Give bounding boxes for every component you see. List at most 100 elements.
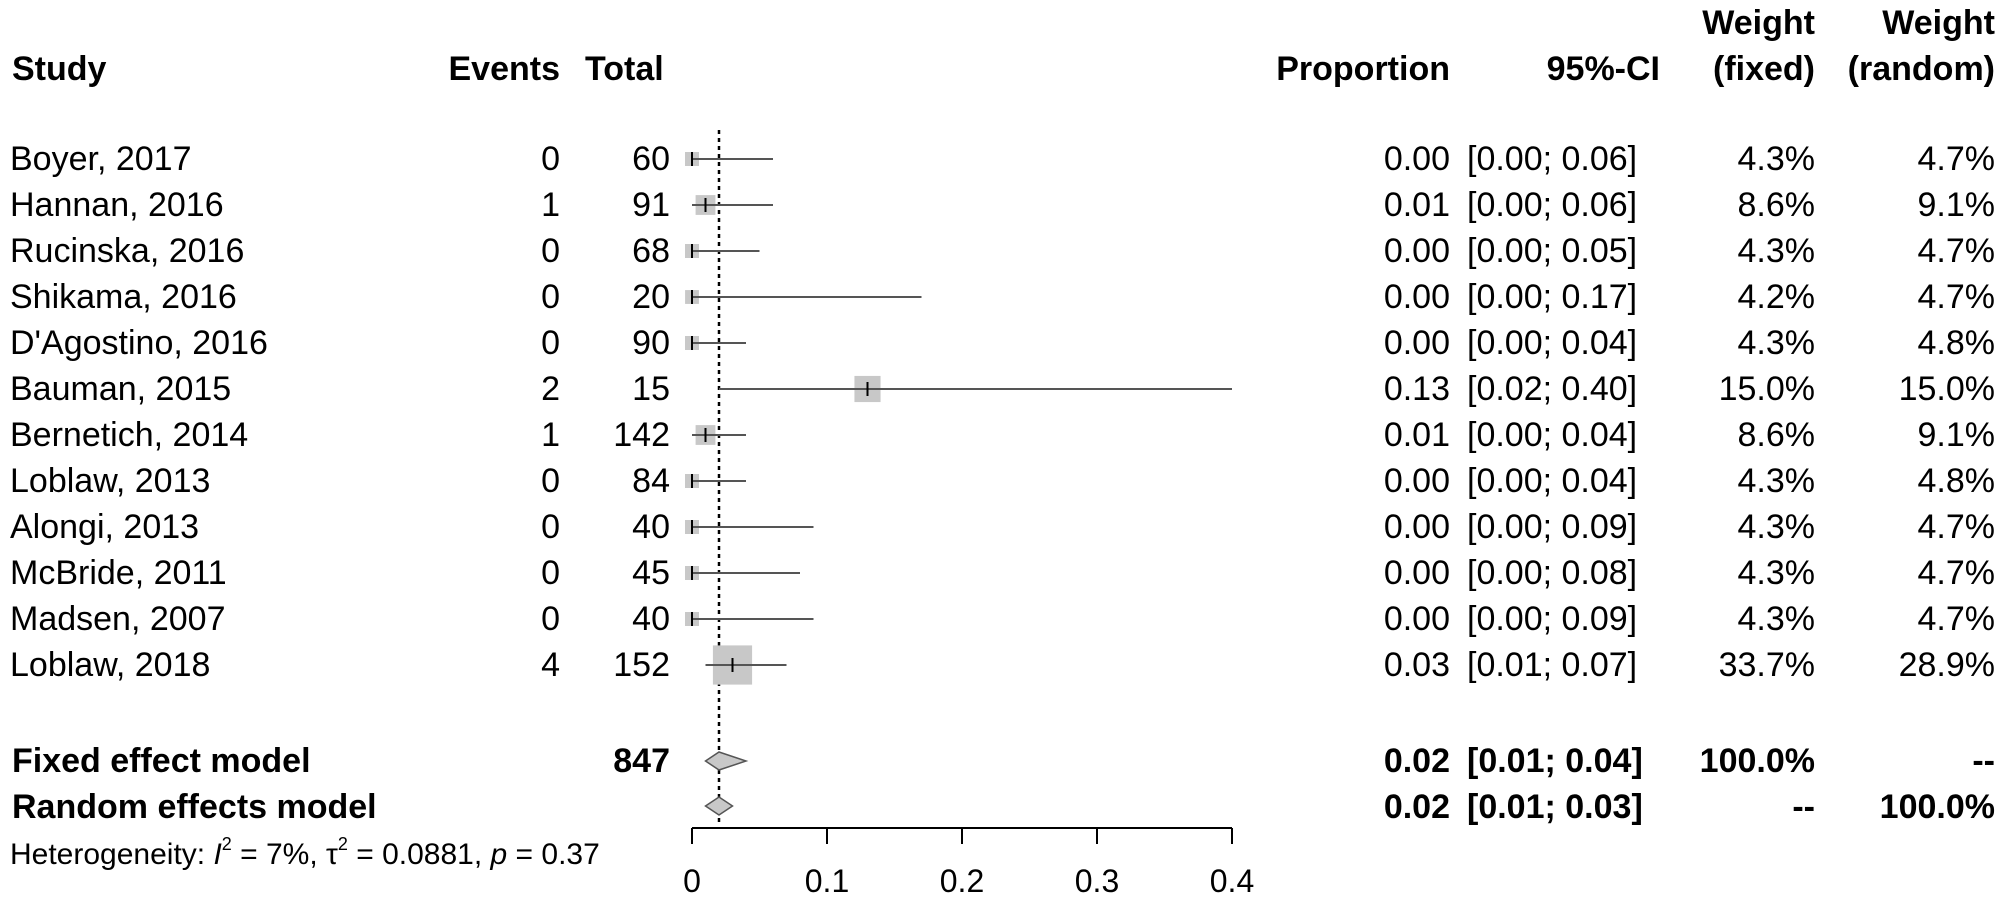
study-proportion: 0.00 [1383, 508, 1450, 546]
heterogeneity-prefix: Heterogeneity: [10, 838, 214, 871]
fixed-model-weight-fixed: 100.0% [1699, 742, 1815, 780]
study-weight-fixed: 4.3% [1737, 508, 1816, 546]
study-name: Rucinska, 2016 [10, 232, 245, 270]
study-ci: [0.01; 0.07] [1467, 646, 1638, 684]
x-axis-tick-label: 0 [683, 863, 701, 899]
study-name: Bernetich, 2014 [10, 416, 249, 454]
random-model-diamond [704, 796, 734, 816]
random-model-label: Random effects model [12, 788, 377, 826]
fixed-model-proportion: 0.02 [1383, 742, 1450, 780]
study-weight-random: 4.7% [1917, 140, 1996, 178]
study-weight-random: 4.7% [1917, 600, 1996, 638]
study-ci: [0.00; 0.17] [1467, 278, 1638, 316]
study-weight-fixed: 8.6% [1737, 416, 1816, 454]
i2-value: = 7%, [231, 838, 327, 871]
tau-value: = 0.0881, [347, 838, 491, 871]
study-ci: [0.00; 0.06] [1467, 140, 1638, 178]
header-weight-random-line2: (random) [1847, 50, 1995, 88]
study-proportion: 0.00 [1383, 140, 1450, 178]
study-events: 0 [541, 324, 560, 362]
random-model-ci: [0.01; 0.03] [1467, 788, 1643, 826]
header-proportion: Proportion [1276, 50, 1450, 88]
study-total: 15 [632, 370, 670, 408]
study-ci: [0.00; 0.08] [1467, 554, 1638, 592]
study-events: 0 [541, 278, 560, 316]
header-events: Events [448, 50, 561, 88]
study-events: 0 [541, 462, 560, 500]
study-events: 0 [541, 554, 560, 592]
study-weight-fixed: 4.3% [1737, 554, 1816, 592]
study-total: 40 [632, 600, 670, 638]
random-model-proportion: 0.02 [1383, 788, 1450, 826]
fixed-model-weight-random: -- [1972, 742, 1995, 780]
x-axis-tick-label: 0.3 [1075, 863, 1119, 899]
study-proportion: 0.00 [1383, 462, 1450, 500]
study-weight-random: 4.7% [1917, 508, 1996, 546]
study-name: Loblaw, 2018 [10, 646, 211, 684]
random-model-weight-fixed: -- [1792, 788, 1815, 826]
study-total: 20 [632, 278, 670, 316]
study-total: 152 [613, 646, 670, 684]
study-ci: [0.00; 0.04] [1467, 416, 1638, 454]
tau-superscript: 2 [337, 834, 348, 854]
study-weight-fixed: 4.2% [1737, 278, 1816, 316]
study-total: 60 [632, 140, 670, 178]
study-ci: [0.00; 0.09] [1467, 600, 1638, 638]
i2-superscript: 2 [221, 834, 232, 854]
study-proportion: 0.00 [1383, 324, 1450, 362]
study-name: Loblaw, 2013 [10, 462, 211, 500]
study-events: 2 [541, 370, 560, 408]
header-ci: 95%-CI [1546, 50, 1660, 88]
study-events: 0 [541, 508, 560, 546]
study-weight-fixed: 4.3% [1737, 140, 1816, 178]
x-axis-tick-label: 0.2 [940, 863, 984, 899]
study-total: 40 [632, 508, 670, 546]
header-total: Total [585, 50, 664, 88]
study-events: 1 [541, 416, 560, 454]
study-total: 84 [632, 462, 670, 500]
study-total: 68 [632, 232, 670, 270]
study-ci: [0.00; 0.06] [1467, 186, 1638, 224]
study-events: 0 [541, 232, 560, 270]
header-weight-fixed-line1: Weight [1702, 4, 1815, 42]
study-proportion: 0.00 [1383, 554, 1450, 592]
study-ci: [0.00; 0.05] [1467, 232, 1638, 270]
study-name: Shikama, 2016 [10, 278, 237, 316]
study-weight-random: 4.7% [1917, 554, 1996, 592]
study-proportion: 0.01 [1383, 186, 1450, 224]
study-proportion: 0.03 [1383, 646, 1450, 684]
study-proportion: 0.13 [1383, 370, 1450, 408]
study-events: 0 [541, 140, 560, 178]
study-ci: [0.00; 0.04] [1467, 462, 1638, 500]
study-weight-fixed: 4.3% [1737, 462, 1816, 500]
header-weight-random-line1: Weight [1882, 4, 1995, 42]
heterogeneity-text: Heterogeneity: I2 = 7%, τ2 = 0.0881, p =… [10, 835, 600, 871]
tau-symbol: τ [326, 838, 338, 871]
study-name: McBride, 2011 [10, 554, 227, 592]
study-weight-random: 4.7% [1917, 278, 1996, 316]
fixed-model-diamond [704, 751, 749, 771]
study-events: 0 [541, 600, 560, 638]
study-weight-fixed: 4.3% [1737, 232, 1816, 270]
study-weight-random: 4.8% [1917, 462, 1996, 500]
fixed-model-total: 847 [613, 742, 670, 780]
header-weight-fixed-line2: (fixed) [1713, 50, 1815, 88]
study-weight-fixed: 4.3% [1737, 600, 1816, 638]
study-ci: [0.02; 0.40] [1467, 370, 1638, 408]
study-name: Alongi, 2013 [10, 508, 200, 546]
header-study: Study [12, 50, 107, 88]
fixed-model-ci: [0.01; 0.04] [1467, 742, 1643, 780]
study-total: 45 [632, 554, 670, 592]
study-weight-random: 4.8% [1917, 324, 1996, 362]
study-ci: [0.00; 0.09] [1467, 508, 1638, 546]
study-weight-random: 28.9% [1898, 646, 1995, 684]
study-proportion: 0.01 [1383, 416, 1450, 454]
study-weight-fixed: 33.7% [1718, 646, 1815, 684]
x-axis-tick-label: 0.4 [1210, 863, 1254, 899]
study-name: Madsen, 2007 [10, 600, 226, 638]
study-weight-random: 9.1% [1917, 186, 1996, 224]
study-weight-random: 15.0% [1898, 370, 1995, 408]
study-total: 142 [613, 416, 670, 454]
study-proportion: 0.00 [1383, 600, 1450, 638]
